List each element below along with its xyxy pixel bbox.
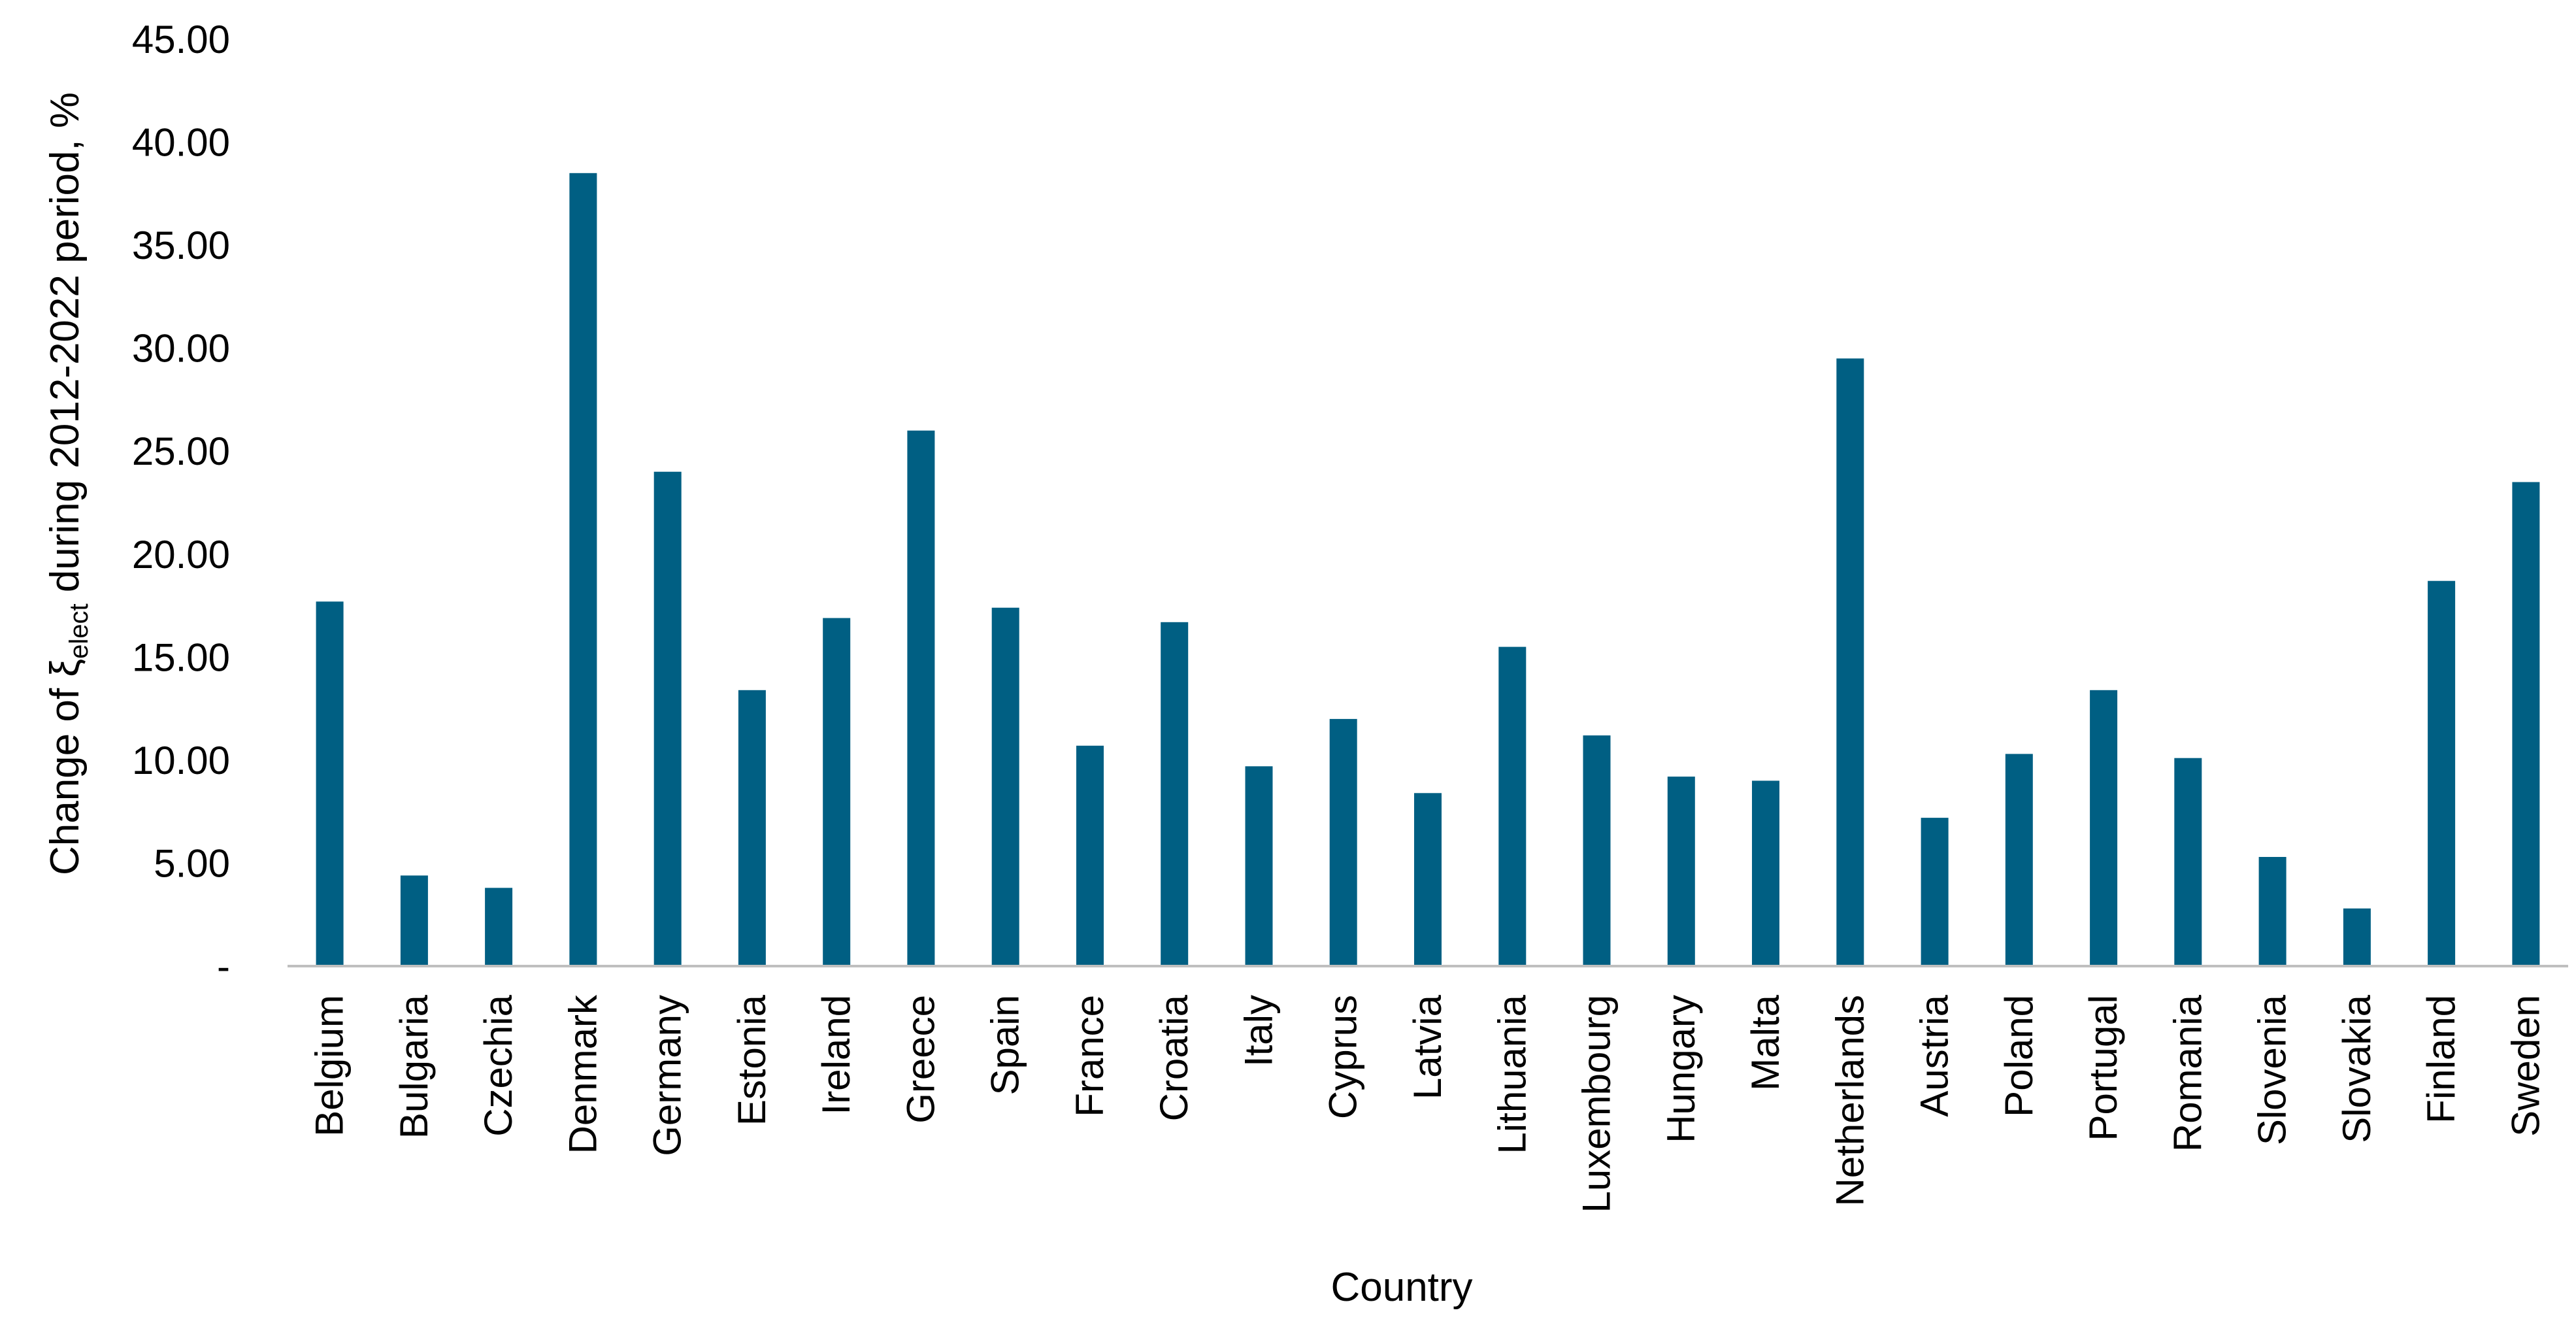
y-axis-title-symbol: ξ: [42, 659, 88, 677]
y-tick-label: 15.00: [132, 635, 230, 679]
x-tick-label: Latvia: [1406, 994, 1449, 1099]
y-tick-label: -: [217, 945, 230, 988]
x-tick-label: Netherlands: [1828, 995, 1872, 1207]
bar-netherlands: [1836, 358, 1864, 966]
y-tick-label: 10.00: [132, 739, 230, 782]
x-tick-label: Estonia: [730, 994, 774, 1126]
x-tick-label: Ireland: [814, 995, 858, 1114]
x-tick-label: Spain: [983, 995, 1027, 1095]
x-tick-label: Belgium: [308, 995, 352, 1137]
y-axis-title-prefix: Change of: [42, 677, 88, 875]
y-tick-label: 35.00: [132, 224, 230, 267]
x-tick-label: Italy: [1236, 995, 1280, 1067]
x-tick-label: Cyprus: [1321, 995, 1365, 1119]
bar-italy: [1245, 766, 1273, 966]
bar-austria: [1921, 818, 1949, 966]
bar-ireland: [823, 618, 851, 966]
bar-greece: [907, 430, 935, 966]
bar-croatia: [1161, 622, 1189, 966]
bars-group: [316, 173, 2540, 966]
x-tick-label: Malta: [1743, 994, 1787, 1090]
x-tick-label: Greece: [899, 995, 942, 1124]
bar-slovakia: [2343, 908, 2371, 966]
y-axis-title-suffix: during 2012-2022 period, %: [42, 92, 88, 603]
bar-finland: [2428, 580, 2456, 966]
x-tick-label: Croatia: [1152, 994, 1196, 1121]
y-tick-label: 5.00: [154, 841, 230, 885]
bar-france: [1076, 745, 1104, 966]
bar-slovenia: [2258, 857, 2287, 966]
bar-malta: [1752, 780, 1779, 966]
bar-lithuania: [1498, 646, 1527, 966]
y-tick-label: 45.00: [132, 18, 230, 61]
x-tick-label: Bulgaria: [392, 994, 436, 1139]
y-tick-label: 25.00: [132, 429, 230, 473]
bar-denmark: [569, 173, 597, 966]
x-tick-label: Czechia: [476, 994, 520, 1136]
x-tick-label: Sweden: [2503, 995, 2547, 1137]
bar-cyprus: [1329, 718, 1357, 966]
x-tick-label: Slovenia: [2251, 994, 2294, 1145]
bar-sweden: [2512, 482, 2540, 966]
bar-luxembourg: [1583, 735, 1611, 966]
bar-poland: [2005, 754, 2033, 966]
x-tick-label: Germany: [646, 995, 689, 1156]
x-tick-label: Hungary: [1659, 995, 1703, 1143]
bar-romania: [2174, 758, 2202, 966]
x-tick-label: Luxembourg: [1575, 995, 1619, 1213]
x-tick-label: Poland: [1997, 995, 2041, 1117]
bar-czechia: [485, 888, 513, 966]
bar-germany: [653, 471, 682, 966]
x-tick-label: Lithuania: [1490, 994, 1534, 1154]
x-tick-label: Denmark: [561, 994, 604, 1154]
y-axis-ticks: - 5.00 10.00 15.00 20.00 25.00 30.00 35.00 40.00…: [132, 18, 230, 988]
bar-spain: [991, 607, 1019, 966]
bar-bulgaria: [400, 875, 428, 966]
x-axis-ticks: Belgium Bulgaria Czechia Denmark Germany Esto…: [308, 994, 2548, 1213]
x-tick-label: Austria: [1913, 994, 1957, 1116]
bar-estonia: [738, 690, 766, 966]
x-axis-title: Country: [1330, 1265, 1472, 1310]
x-tick-label: Romania: [2166, 994, 2209, 1152]
y-tick-label: 30.00: [132, 327, 230, 371]
y-axis-title-subscript: elect: [65, 603, 93, 659]
bar-portugal: [2090, 690, 2118, 966]
x-tick-label: Slovakia: [2335, 994, 2379, 1143]
x-tick-label: Portugal: [2081, 995, 2125, 1141]
y-tick-label: 40.00: [132, 121, 230, 165]
bar-belgium: [316, 601, 344, 966]
bar-hungary: [1667, 777, 1695, 966]
y-axis-title: Change of ξelect during 2012-2022 period…: [42, 92, 93, 875]
y-tick-label: 20.00: [132, 533, 230, 577]
x-tick-label: France: [1068, 995, 1112, 1117]
x-tick-label: Finland: [2419, 995, 2463, 1124]
bar-latvia: [1414, 793, 1442, 966]
